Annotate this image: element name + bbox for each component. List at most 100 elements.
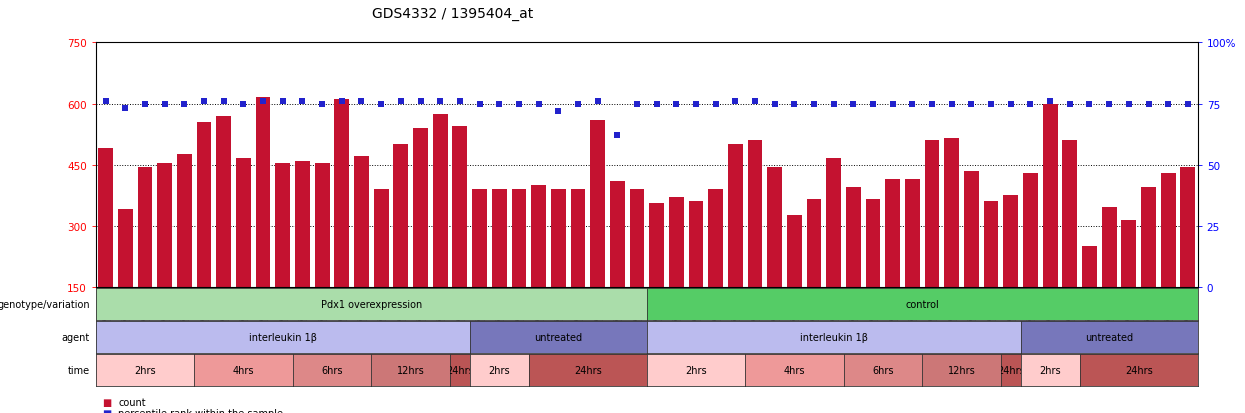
Point (312, 101, 332, 107)
Text: 2hrs: 2hrs (134, 365, 156, 375)
Bar (1160, 173, 1175, 287)
Point (863, 101, 883, 107)
Point (214, 99, 234, 105)
Point (96, 99, 116, 105)
Point (726, 99, 746, 105)
Text: untreated: untreated (1086, 332, 1133, 342)
Point (1119, 101, 1139, 107)
Point (961, 101, 981, 107)
Polygon shape (97, 293, 117, 315)
Text: 12hrs: 12hrs (947, 365, 976, 375)
Bar (1180, 167, 1195, 287)
Bar (767, 167, 782, 287)
Bar (964, 171, 979, 287)
Text: 2hrs: 2hrs (488, 365, 510, 375)
Polygon shape (97, 359, 117, 381)
Bar (847, 188, 860, 287)
Text: 24hrs: 24hrs (1124, 365, 1153, 375)
Point (469, 101, 489, 107)
Point (1001, 101, 1021, 107)
Point (509, 101, 529, 107)
Bar (433, 114, 447, 287)
Bar (1102, 208, 1117, 287)
Bar (374, 190, 388, 287)
Point (136, 101, 156, 107)
Bar (177, 155, 192, 287)
Point (371, 101, 391, 107)
Point (568, 101, 588, 107)
Text: 2hrs: 2hrs (685, 365, 707, 375)
Point (1158, 101, 1178, 107)
Bar (452, 127, 467, 287)
Bar (708, 190, 723, 287)
Point (548, 108, 568, 115)
Bar (1003, 196, 1018, 287)
Bar (217, 116, 232, 287)
Bar (807, 200, 822, 287)
Point (489, 101, 509, 107)
Point (529, 101, 549, 107)
Point (1079, 101, 1099, 107)
Bar (925, 141, 940, 287)
Point (174, 101, 194, 107)
Bar (610, 181, 625, 287)
Text: 4hrs: 4hrs (783, 365, 806, 375)
Text: ■: ■ (102, 408, 111, 413)
Text: GDS4332 / 1395404_at: GDS4332 / 1395404_at (372, 7, 533, 21)
Text: time: time (67, 365, 90, 375)
Bar (472, 190, 487, 287)
Point (1099, 101, 1119, 107)
Point (608, 133, 627, 139)
Text: genotype/variation: genotype/variation (0, 299, 90, 309)
Text: 2hrs: 2hrs (1040, 365, 1061, 375)
Bar (945, 139, 959, 287)
Point (1040, 99, 1059, 105)
Point (116, 106, 136, 112)
Point (706, 101, 726, 107)
Text: interleukin 1β: interleukin 1β (799, 332, 868, 342)
Text: interleukin 1β: interleukin 1β (249, 332, 316, 342)
Point (941, 101, 961, 107)
Polygon shape (97, 326, 117, 348)
Point (824, 101, 844, 107)
Point (745, 99, 764, 105)
Bar (512, 190, 527, 287)
Point (686, 101, 706, 107)
Bar (669, 198, 684, 287)
Bar (98, 149, 113, 287)
Point (627, 101, 647, 107)
Point (391, 99, 411, 105)
Point (449, 99, 469, 105)
Text: 24hrs: 24hrs (446, 365, 474, 375)
Bar (787, 216, 802, 287)
Point (293, 99, 312, 105)
Text: 4hrs: 4hrs (233, 365, 254, 375)
Point (804, 101, 824, 107)
Bar (1062, 141, 1077, 287)
Point (154, 101, 174, 107)
Bar (728, 145, 743, 287)
Point (883, 101, 903, 107)
Bar (354, 157, 369, 287)
Bar (1122, 220, 1137, 287)
Text: control: control (905, 299, 939, 309)
Bar (255, 98, 270, 287)
Point (351, 99, 371, 105)
Point (646, 101, 666, 107)
Text: ■: ■ (102, 397, 111, 407)
Point (194, 99, 214, 105)
Bar (118, 210, 133, 287)
Point (588, 99, 608, 105)
Point (1059, 101, 1079, 107)
Point (273, 99, 293, 105)
Text: 24hrs: 24hrs (997, 365, 1025, 375)
Bar (335, 100, 349, 287)
Point (903, 101, 923, 107)
Bar (295, 161, 310, 287)
Bar (138, 167, 152, 287)
Text: 6hrs: 6hrs (873, 365, 894, 375)
Text: agent: agent (61, 332, 90, 342)
Point (1138, 101, 1158, 107)
Bar (393, 145, 408, 287)
Bar (905, 179, 920, 287)
